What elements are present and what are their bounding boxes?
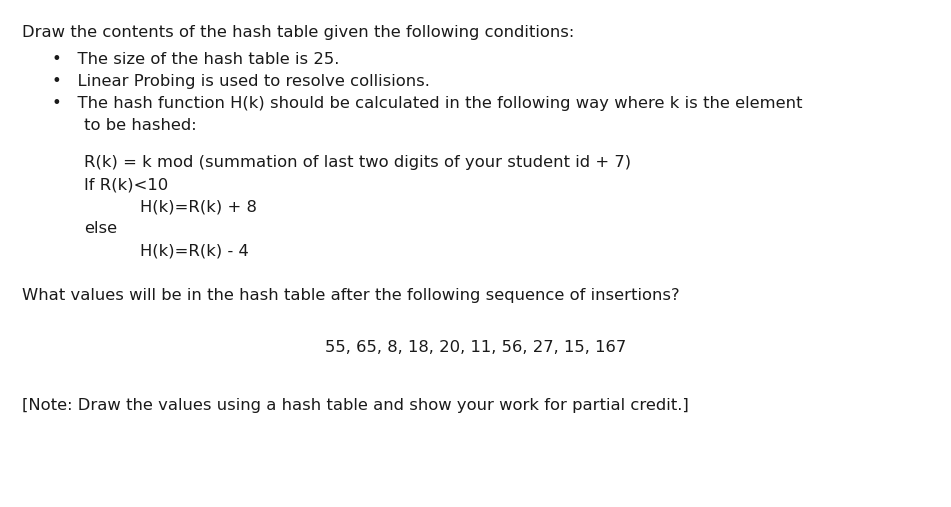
Text: 55, 65, 8, 18, 20, 11, 56, 27, 15, 167: 55, 65, 8, 18, 20, 11, 56, 27, 15, 167: [325, 340, 627, 355]
Text: to be hashed:: to be hashed:: [84, 118, 197, 133]
Text: R(k) = k mod (summation of last two digits of your student id + 7): R(k) = k mod (summation of last two digi…: [84, 155, 631, 170]
Text: What values will be in the hash table after the following sequence of insertions: What values will be in the hash table af…: [22, 288, 680, 303]
Text: •   The hash function H(k) should be calculated in the following way where k is : • The hash function H(k) should be calcu…: [52, 96, 803, 111]
Text: H(k)=R(k) - 4: H(k)=R(k) - 4: [140, 243, 249, 258]
Text: •   Linear Probing is used to resolve collisions.: • Linear Probing is used to resolve coll…: [52, 74, 430, 89]
Text: Draw the contents of the hash table given the following conditions:: Draw the contents of the hash table give…: [22, 25, 574, 40]
Text: [Note: Draw the values using a hash table and show your work for partial credit.: [Note: Draw the values using a hash tabl…: [22, 398, 689, 413]
Text: •   The size of the hash table is 25.: • The size of the hash table is 25.: [52, 52, 340, 67]
Text: else: else: [84, 221, 117, 236]
Text: If R(k)<10: If R(k)<10: [84, 177, 168, 192]
Text: H(k)=R(k) + 8: H(k)=R(k) + 8: [140, 199, 257, 214]
